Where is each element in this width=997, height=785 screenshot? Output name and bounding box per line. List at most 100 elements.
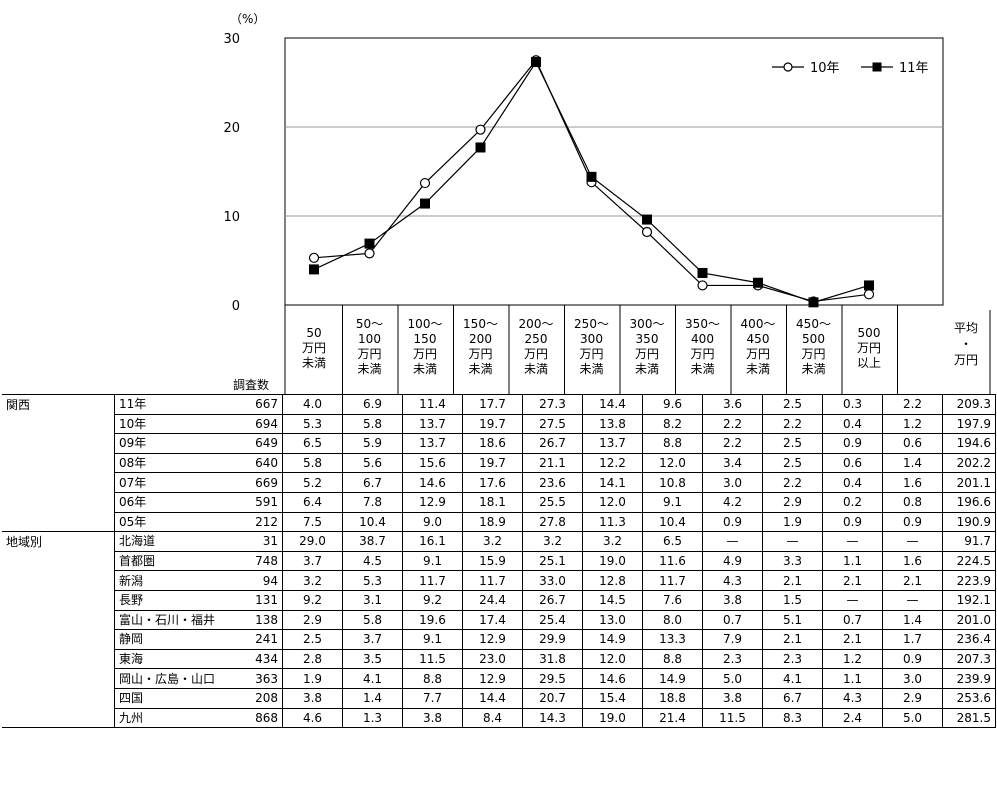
table-row: 09年 649 6.5 5.9 13.7 18.6 26.7 13.7 8.8 2.2 2.5 0.9… <box>2 433 996 454</box>
value-cell: 3.5 <box>342 649 403 670</box>
x-tick-label: 100～ <box>408 317 443 331</box>
value-cell: 0.9 <box>882 649 943 670</box>
x-tick-label: 未満 <box>801 362 825 376</box>
value-cell: 2.1 <box>822 570 883 591</box>
value-cell: 0.9 <box>702 512 763 533</box>
value-cell: 7.8 <box>342 492 403 513</box>
average-cell: 201.1 <box>942 472 996 493</box>
value-cell: 15.4 <box>582 688 643 709</box>
value-cell: 9.6 <box>642 394 703 415</box>
value-cell: 2.9 <box>762 492 823 513</box>
value-cell: 12.0 <box>642 453 703 474</box>
value-cell: 11.7 <box>462 570 523 591</box>
x-tick-label: 200 <box>469 332 492 346</box>
value-cell: 2.9 <box>882 688 943 709</box>
value-cell: 14.9 <box>582 629 643 650</box>
survey-count-cell: 748 <box>235 551 283 572</box>
row-label: 07年 <box>114 472 235 493</box>
value-cell: 9.2 <box>282 590 343 611</box>
value-cell: 12.2 <box>582 453 643 474</box>
value-cell: 14.9 <box>642 668 703 689</box>
value-cell: 5.1 <box>762 610 823 631</box>
value-cell: 8.0 <box>642 610 703 631</box>
value-cell: 13.8 <box>582 414 643 435</box>
value-cell: 9.0 <box>402 512 463 533</box>
value-cell: 9.2 <box>402 590 463 611</box>
value-cell: 25.4 <box>522 610 583 631</box>
value-cell: 14.6 <box>402 472 463 493</box>
group-spacer <box>2 708 115 729</box>
value-cell: 3.8 <box>702 590 763 611</box>
value-cell: 11.3 <box>582 512 643 533</box>
point-marker-11 <box>420 198 430 209</box>
survey-count-cell: 94 <box>235 570 283 591</box>
survey-count-cell: 31 <box>235 531 283 552</box>
value-cell: 20.7 <box>522 688 583 709</box>
y-tick-label: 0 <box>232 299 240 314</box>
table-row: 長野 131 9.2 3.1 9.2 24.4 26.7 14.5 7.6 3.8 1.5— —192… <box>2 590 996 611</box>
point-marker-10 <box>863 289 875 300</box>
value-cell: — <box>822 531 883 552</box>
point-marker-10 <box>308 252 320 263</box>
x-tick-label: 万円 <box>635 347 659 361</box>
value-cell: 18.9 <box>462 512 523 533</box>
value-cell: 0.7 <box>822 610 883 631</box>
value-cell: 0.4 <box>822 414 883 435</box>
value-cell: 0.7 <box>702 610 763 631</box>
x-tick-label: 500 <box>802 332 825 346</box>
value-cell: — <box>702 531 763 552</box>
value-cell: 14.4 <box>462 688 523 709</box>
value-cell: 13.3 <box>642 629 703 650</box>
survey-count-cell: 591 <box>235 492 283 513</box>
value-cell: 29.9 <box>522 629 583 650</box>
row-label: 首都圏 <box>114 551 235 572</box>
value-cell: 26.7 <box>522 433 583 454</box>
value-cell: 26.7 <box>522 590 583 611</box>
average-cell: 224.5 <box>942 551 996 572</box>
value-cell: 0.9 <box>822 433 883 454</box>
data-table: 関西 11年 667 4.0 6.9 11.4 17.7 27.3 14.4 9.6 3.6 2.5 0… <box>2 394 996 729</box>
row-label: 新潟 <box>114 570 235 591</box>
value-cell: 14.6 <box>582 668 643 689</box>
value-cell: 2.2 <box>702 414 763 435</box>
x-tick-label: 以上 <box>857 356 881 370</box>
x-tick-label: 400～ <box>741 317 776 331</box>
value-cell: 10.4 <box>342 512 403 533</box>
value-cell: — <box>762 531 823 552</box>
avg-header: ・ <box>960 337 972 351</box>
x-tick-label: 150 <box>414 332 437 346</box>
point-marker-11 <box>586 171 597 182</box>
value-cell: 0.9 <box>822 512 883 533</box>
value-cell: 2.5 <box>762 394 823 415</box>
x-tick-label: 万円 <box>413 347 437 361</box>
value-cell: 0.4 <box>822 472 883 493</box>
value-cell: 12.9 <box>462 629 523 650</box>
average-cell: 207.3 <box>942 649 996 670</box>
x-tick-label: 万円 <box>357 347 381 361</box>
row-label: 09年 <box>114 433 235 454</box>
value-cell: 2.1 <box>882 570 943 591</box>
value-cell: 1.3 <box>342 708 403 729</box>
row-label: 富山・石川・福井 <box>114 610 235 631</box>
value-cell: 9.1 <box>402 629 463 650</box>
x-tick-label: 500 <box>858 326 881 340</box>
value-cell: 5.0 <box>882 708 943 729</box>
x-tick-label: 未満 <box>524 362 548 376</box>
x-tick-label: 300 <box>580 332 603 346</box>
value-cell: 14.3 <box>522 708 583 729</box>
average-cell: 202.2 <box>942 453 996 474</box>
survey-count-cell: 434 <box>235 649 283 670</box>
survey-count-cell: 131 <box>235 590 283 611</box>
average-cell: 253.6 <box>942 688 996 709</box>
table-row: 07年 669 5.2 6.7 14.6 17.6 23.6 14.1 10.8 3.0 2.2 0.… <box>2 472 996 493</box>
row-label: 九州 <box>114 708 235 729</box>
x-tick-label: 万円 <box>801 347 825 361</box>
x-tick-label: 万円 <box>524 347 548 361</box>
value-cell: 3.2 <box>582 531 643 552</box>
value-cell: 23.0 <box>462 649 523 670</box>
value-cell: 3.2 <box>462 531 523 552</box>
group-spacer <box>2 571 115 591</box>
average-cell: 201.0 <box>942 610 996 631</box>
table-row: 地域別 北海道 31 29.0 38.7 16.1 3.2 3.2 3.2 6.5— — — —91.7 <box>2 531 996 552</box>
row-label: 長野 <box>114 590 235 611</box>
